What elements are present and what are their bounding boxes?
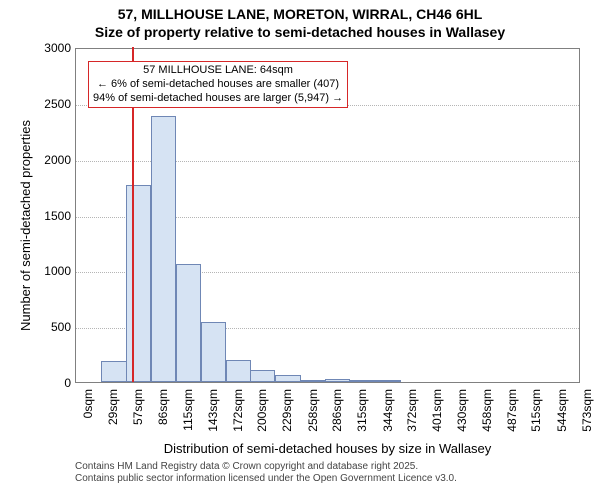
x-tick-label: 372sqm (405, 389, 419, 439)
x-tick-label: 258sqm (306, 389, 320, 439)
x-tick-label: 115sqm (181, 389, 195, 439)
y-tick-label: 1500 (31, 209, 71, 223)
x-tick-label: 200sqm (255, 389, 269, 439)
histogram-bar (126, 185, 151, 382)
x-tick-label: 401sqm (430, 389, 444, 439)
x-tick-label: 57sqm (131, 389, 145, 439)
x-tick-label: 544sqm (555, 389, 569, 439)
x-tick-label: 487sqm (505, 389, 519, 439)
histogram-bar (275, 375, 300, 382)
annotation-line-3: 94% of semi-detached houses are larger (… (93, 92, 343, 106)
x-tick-label: 573sqm (580, 389, 594, 439)
y-axis-label: Number of semi-detached properties (18, 120, 33, 331)
x-tick-label: 0sqm (81, 389, 95, 439)
histogram-bar (176, 264, 201, 382)
histogram-bar (350, 380, 375, 382)
x-tick-label: 430sqm (455, 389, 469, 439)
x-tick-label: 458sqm (480, 389, 494, 439)
x-tick-label: 515sqm (529, 389, 543, 439)
histogram-bar (325, 379, 350, 382)
x-tick-label: 143sqm (206, 389, 220, 439)
x-axis-label: Distribution of semi-detached houses by … (75, 441, 580, 456)
chart-subtitle: Size of property relative to semi-detach… (0, 24, 600, 40)
x-tick-label: 229sqm (280, 389, 294, 439)
histogram-bar (226, 360, 251, 382)
y-tick-label: 2000 (31, 153, 71, 167)
histogram-bar (250, 370, 275, 382)
y-tick-label: 1000 (31, 264, 71, 278)
x-tick-label: 172sqm (231, 389, 245, 439)
annotation-box: 57 MILLHOUSE LANE: 64sqm← 6% of semi-det… (88, 61, 348, 108)
histogram-bar (301, 380, 326, 382)
credit-line-1: Contains HM Land Registry data © Crown c… (75, 461, 457, 473)
x-tick-label: 344sqm (381, 389, 395, 439)
x-tick-label: 29sqm (106, 389, 120, 439)
x-tick-label: 315sqm (355, 389, 369, 439)
x-tick-label: 286sqm (330, 389, 344, 439)
credit-line-2: Contains public sector information licen… (75, 473, 457, 485)
y-tick-label: 0 (31, 376, 71, 390)
y-tick-label: 3000 (31, 41, 71, 55)
histogram-bar (201, 322, 226, 382)
histogram-bar (151, 116, 176, 382)
y-tick-label: 2500 (31, 97, 71, 111)
histogram-bar (376, 380, 401, 382)
chart-title-line1: 57, MILLHOUSE LANE, MORETON, WIRRAL, CH4… (0, 6, 600, 22)
annotation-line-2: ← 6% of semi-detached houses are smaller… (93, 78, 343, 92)
histogram-bar (101, 361, 126, 382)
annotation-line-1: 57 MILLHOUSE LANE: 64sqm (93, 64, 343, 78)
y-tick-label: 500 (31, 320, 71, 334)
plot-area: 57 MILLHOUSE LANE: 64sqm← 6% of semi-det… (75, 48, 580, 383)
x-tick-label: 86sqm (156, 389, 170, 439)
data-credits: Contains HM Land Registry data © Crown c… (75, 461, 457, 485)
